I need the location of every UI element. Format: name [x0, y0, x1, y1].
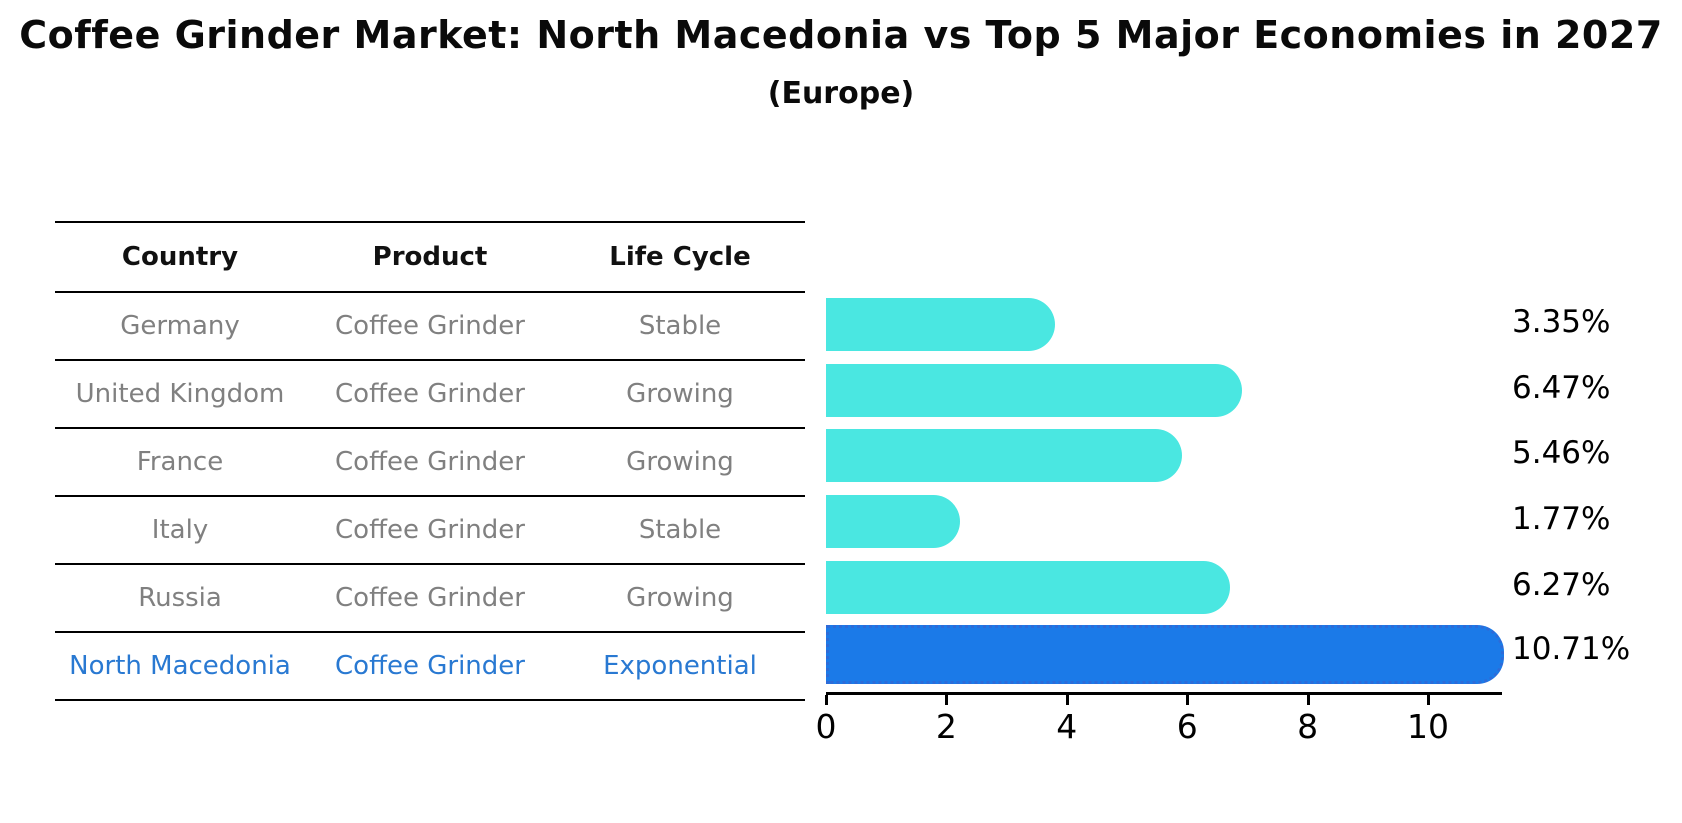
bar-united-kingdom: [826, 363, 1242, 417]
x-tick-mark-6: [1186, 695, 1190, 705]
bar-germany: [826, 297, 1055, 351]
cell-life-cycle: Growing: [626, 379, 734, 409]
x-tick-mark-4: [1065, 695, 1069, 705]
table-row-italy: Italy Coffee Grinder Stable: [55, 497, 805, 565]
table-header-product: Product: [372, 242, 488, 272]
x-tick-label-8: 8: [1297, 707, 1319, 746]
x-tick-label-0: 0: [815, 707, 837, 746]
x-tick-label-2: 2: [935, 707, 957, 746]
cell-life-cycle: Stable: [638, 311, 722, 341]
x-tick-mark-10: [1427, 695, 1430, 705]
cell-country: North Macedonia: [69, 651, 291, 681]
x-tick-label-6: 6: [1176, 707, 1198, 746]
value-label-north-macedonia: 10.71%: [1512, 631, 1631, 667]
cell-country: Germany: [120, 311, 240, 341]
table-header-life-cycle: Life Cycle: [609, 242, 751, 272]
chart-title: Coffee Grinder Market: North Macedonia v…: [19, 13, 1663, 57]
comparison-table: Country Product Life Cycle Germany Coffee Gr…: [55, 221, 805, 701]
cell-product: Coffee Grinder: [335, 379, 525, 409]
table-row-france: France Coffee Grinder Growing: [55, 429, 805, 497]
cell-product: Coffee Grinder: [335, 515, 525, 545]
value-label-russia: 6.27%: [1512, 567, 1611, 603]
cell-product: Coffee Grinder: [335, 583, 525, 613]
value-label-germany: 3.35%: [1512, 304, 1611, 340]
table-row-north-macedonia: North Macedonia Coffee Grinder Exponential: [55, 633, 805, 699]
table-row-russia: Russia Coffee Grinder Growing: [55, 565, 805, 633]
cell-country: Italy: [151, 515, 209, 545]
table-row-united-kingdom: United Kingdom Coffee Grinder Growing: [55, 361, 805, 429]
table-header-row: Country Product Life Cycle: [55, 223, 805, 293]
cell-country: United Kingdom: [75, 379, 285, 409]
table-row-germany: Germany Coffee Grinder Stable: [55, 293, 805, 361]
x-tick-label-4: 4: [1056, 707, 1078, 746]
bar-russia: [826, 560, 1230, 614]
value-label-united-kingdom: 6.47%: [1512, 370, 1611, 406]
cell-country: Russia: [138, 583, 222, 613]
cell-country: France: [136, 447, 224, 477]
cell-product: Coffee Grinder: [335, 651, 525, 681]
bar-italy: [826, 494, 960, 548]
value-label-france: 5.46%: [1512, 435, 1611, 471]
x-axis-line: [826, 692, 1502, 695]
x-tick-mark-2: [945, 695, 949, 705]
x-tick-label-10: 10: [1407, 707, 1449, 746]
cell-product: Coffee Grinder: [335, 311, 525, 341]
bar-france: [826, 428, 1182, 482]
cell-life-cycle: Exponential: [603, 651, 757, 681]
cell-life-cycle: Growing: [626, 447, 734, 477]
table-header-country: Country: [121, 242, 239, 272]
x-tick-mark-8: [1306, 695, 1310, 705]
chart-subtitle: (Europe): [767, 76, 915, 111]
cell-life-cycle: Growing: [626, 583, 734, 613]
bar-north-macedonia: [826, 624, 1504, 684]
value-label-italy: 1.77%: [1512, 501, 1611, 537]
cell-product: Coffee Grinder: [335, 447, 525, 477]
x-tick-mark-0: [825, 695, 828, 705]
cell-life-cycle: Stable: [638, 515, 722, 545]
